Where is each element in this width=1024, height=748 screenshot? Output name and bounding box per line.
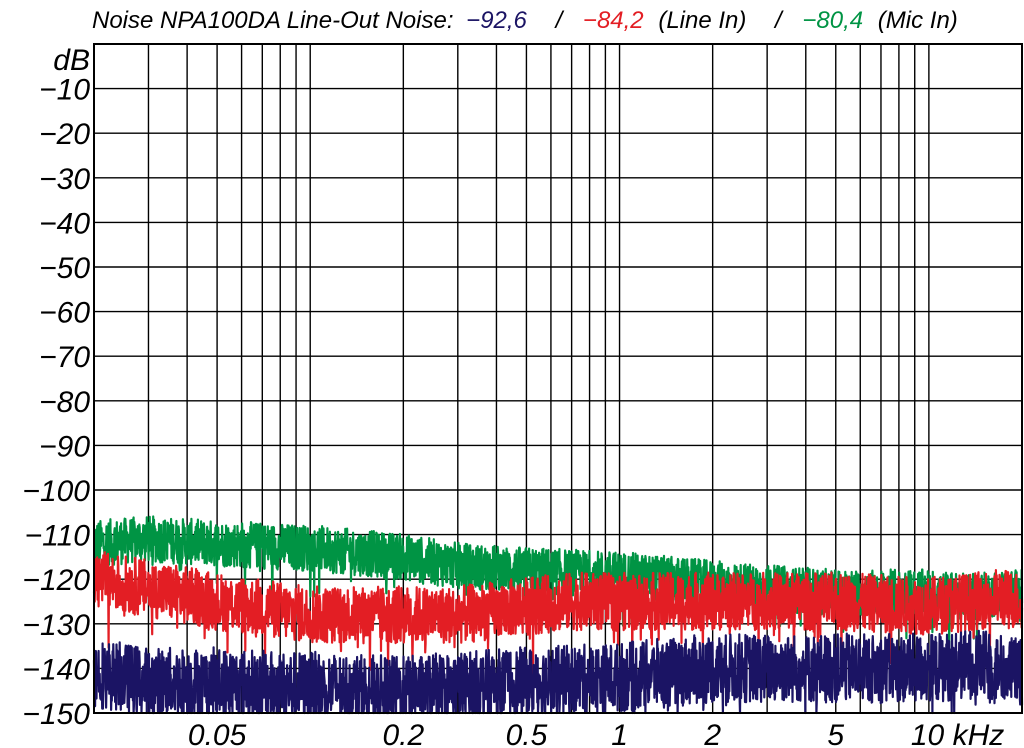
series-line	[92, 629, 1024, 715]
title-prefix: Noise NPA100DA Line-Out Noise:	[92, 7, 454, 34]
x-tick-label: 0.05	[188, 719, 247, 748]
x-tick-label: 0.5	[506, 719, 548, 748]
x-tick-label: 1	[611, 719, 628, 748]
y-tick-label: −80	[39, 386, 90, 419]
y-tick-label: −30	[39, 163, 90, 196]
y-tick-label: −50	[39, 252, 90, 285]
title-separator-2: /	[773, 7, 784, 34]
y-tick-label: −100	[22, 475, 90, 508]
y-tick-label: −60	[39, 297, 90, 330]
title-blue-value: −92,6	[466, 7, 527, 34]
title-red-label: (Line In)	[658, 7, 746, 34]
x-tick-label: 5	[827, 719, 844, 748]
x-tick-label: 10 kHz	[911, 719, 1004, 748]
y-tick-label: −120	[22, 564, 90, 597]
plot-frame	[93, 43, 1023, 714]
y-tick-label: −140	[22, 653, 90, 686]
y-axis-labels: −10 −20 −30 −40 −50 −60 −70 −80 −90 −100 −110 −120 −…	[22, 74, 90, 731]
x-axis-labels: 0.05 0.2 0.5 1 2 5 10 kHz	[188, 719, 1004, 748]
series-group	[92, 515, 1024, 715]
x-tick-label: 0.2	[382, 719, 424, 748]
title-green-label: (Mic In)	[878, 7, 958, 34]
series-line	[92, 551, 1024, 678]
y-tick-label: −150	[22, 698, 90, 731]
chart-title: Noise NPA100DA Line-Out Noise: −92,6 / −…	[92, 7, 958, 34]
x-tick-label: 2	[703, 719, 721, 748]
y-tick-label: −90	[39, 430, 90, 463]
y-tick-label: −110	[25, 520, 91, 553]
y-tick-label: −70	[39, 341, 90, 374]
title-green-value: −80,4	[802, 7, 863, 34]
y-tick-label: −130	[22, 609, 90, 642]
y-tick-label: −10	[39, 74, 90, 107]
y-tick-label: −40	[39, 207, 90, 240]
y-tick-label: −20	[39, 118, 90, 151]
title-red-value: −84,2	[583, 7, 644, 34]
title-separator-1: /	[554, 7, 565, 34]
y-axis-unit-label: dB	[53, 44, 90, 77]
